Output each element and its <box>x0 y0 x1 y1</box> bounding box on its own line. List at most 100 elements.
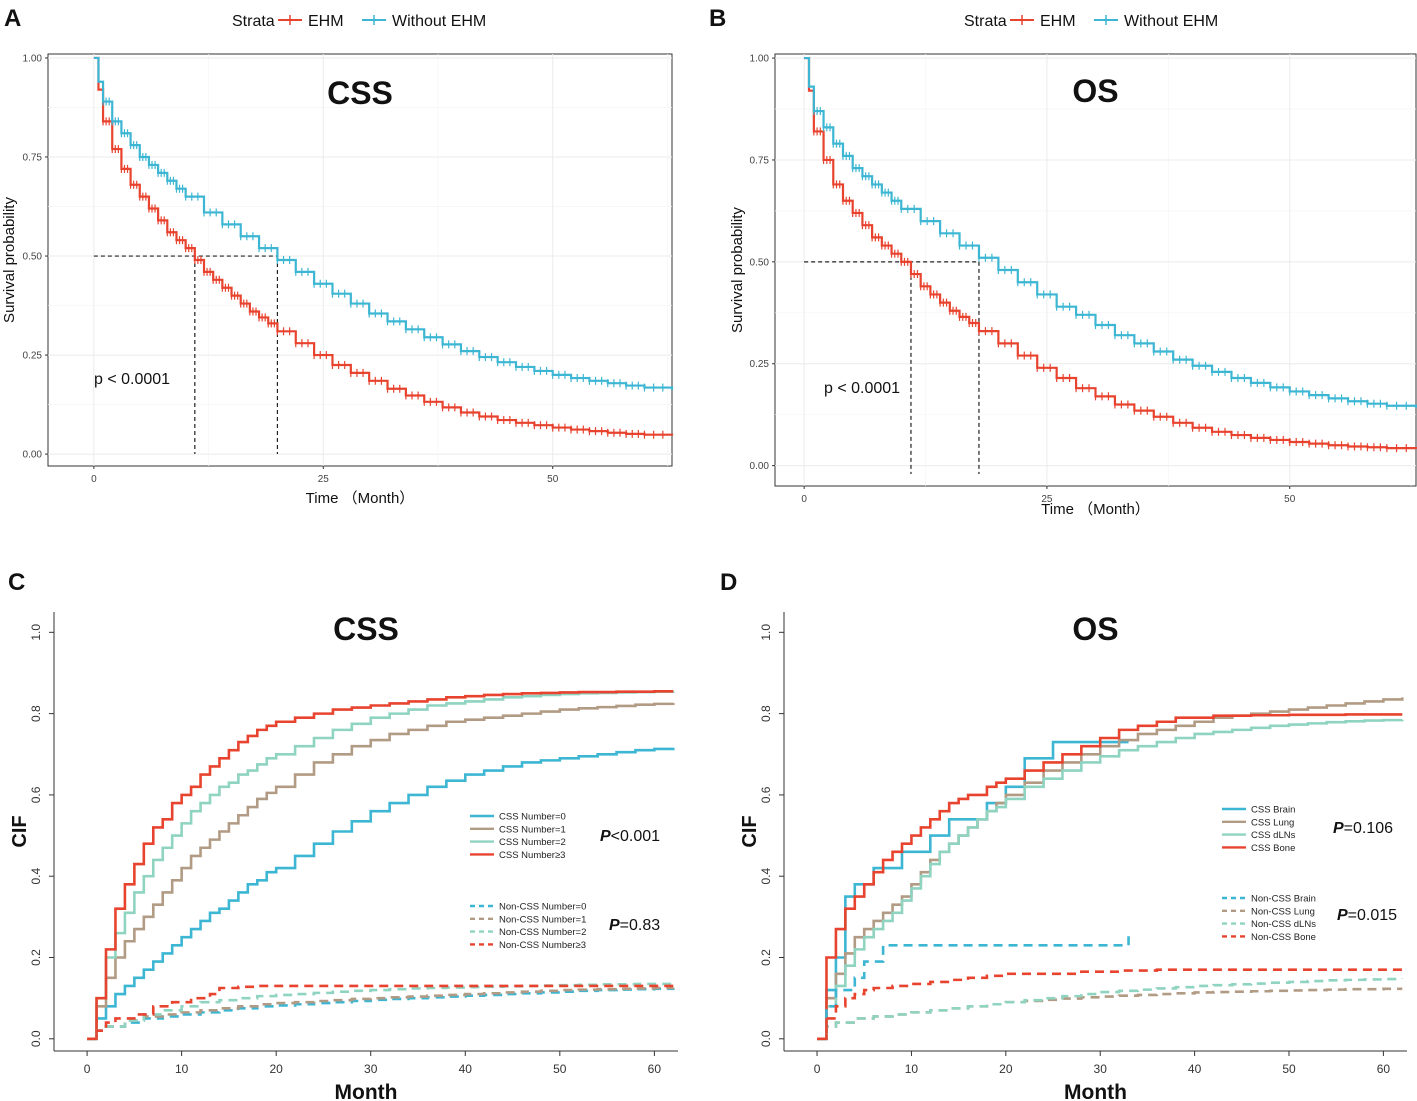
p-value-italic-p: P <box>609 917 620 934</box>
y-tick-label: 0.8 <box>759 705 773 722</box>
p-value-label: P=0.83 <box>609 917 660 934</box>
legend-label-non-css-number-0: Non-CSS Number=0 <box>499 902 586 913</box>
legend-label-css-brain: CSS Brain <box>1251 805 1295 816</box>
p-value-italic-p: P <box>1333 820 1344 837</box>
y-tick-label: 0.6 <box>759 786 773 803</box>
y-axis-label: Survival probability <box>729 207 746 333</box>
legend: Strata EHM Without EHM <box>232 13 486 30</box>
x-tick-label: 50 <box>1284 494 1296 505</box>
y-axis-label: Survival probability <box>1 197 18 323</box>
x-tick-label: 30 <box>1094 1062 1108 1076</box>
legend-label-non-css-numberge3: Non-CSS Number≥3 <box>499 940 586 951</box>
legend-label-non-css-number-2: Non-CSS Number=2 <box>499 927 586 938</box>
p-value-text: =0.83 <box>620 917 661 934</box>
x-tick-label: 0 <box>84 1062 91 1076</box>
x-tick-label: 20 <box>999 1062 1013 1076</box>
x-tick-label: 25 <box>1041 494 1053 505</box>
p-value-text: =0.015 <box>1348 907 1397 924</box>
legend-label-non-css-lung: Non-CSS Lung <box>1251 906 1315 917</box>
x-tick-label: 20 <box>270 1062 284 1076</box>
legend: Strata EHM Without EHM <box>964 13 1218 30</box>
censor-marks-ehm <box>102 117 664 439</box>
series-non-css-dlns <box>817 977 1404 1041</box>
y-axis-label: CIF <box>739 815 761 847</box>
legend-label-css-dlns: CSS dLNs <box>1251 830 1296 841</box>
y-tick-label: 0.0 <box>759 1030 773 1047</box>
y-tick-label: 0.00 <box>750 461 770 472</box>
y-tick-label: 1.00 <box>750 54 770 65</box>
x-tick-label: 50 <box>1282 1062 1296 1076</box>
x-tick-label: 40 <box>1188 1062 1202 1076</box>
panel-a: A 0.00 0.25 0.50 0.75 1.00 0 25 50 Time （Month） Su… <box>1 5 674 507</box>
p-value-label: p < 0.0001 <box>94 371 170 388</box>
y-tick-label: 0.00 <box>23 450 43 461</box>
legend-label-non-css-brain: Non-CSS Brain <box>1251 894 1316 905</box>
legend-label-ehm: EHM <box>308 13 344 30</box>
y-tick-label: 0.0 <box>29 1030 43 1047</box>
panel-letter-b: B <box>709 5 726 32</box>
censor-marks-without-ehm <box>813 107 1407 410</box>
panel-letter-c: C <box>8 569 25 596</box>
x-tick-label: 0 <box>91 474 97 485</box>
series-css-number-2 <box>87 690 675 1041</box>
y-tick-label: 0.4 <box>759 868 773 885</box>
legend-label-css-number-0: CSS Number=0 <box>499 812 566 823</box>
y-tick-label: 1.0 <box>29 624 43 641</box>
y-tick-label: 0.2 <box>29 949 43 966</box>
series-css-numberge3 <box>87 689 674 1041</box>
series-css-dlns <box>817 718 1404 1041</box>
series-css-lung <box>817 697 1404 1041</box>
x-tick-label: 30 <box>364 1062 378 1076</box>
x-tick-label: 25 <box>318 474 330 485</box>
series-non-css-bone <box>817 968 1403 1041</box>
y-tick-label: 0.4 <box>29 868 43 885</box>
chart-title: OS <box>1072 73 1118 109</box>
y-tick-label: 0.2 <box>759 949 773 966</box>
y-tick-label: 1.00 <box>23 53 43 64</box>
legend-title: Strata <box>964 13 1007 30</box>
y-tick-label: 0.50 <box>750 257 770 268</box>
legend-label-css-lung: CSS Lung <box>1251 817 1294 828</box>
y-tick-label: 0.25 <box>23 351 43 362</box>
y-tick-label: 0.75 <box>23 153 43 164</box>
y-tick-label: 0.6 <box>29 786 43 803</box>
series-non-css-number-1 <box>87 986 675 1041</box>
p-value-label: P<0.001 <box>600 828 660 845</box>
legend-label-ehm: EHM <box>1040 13 1076 30</box>
series-css-brain <box>817 740 1129 1041</box>
series-css-number-0 <box>87 747 675 1041</box>
panel-d: D 0.0 0.2 0.4 0.6 0.8 1.0 0 10 20 30 40 50 60 Month CIF… <box>720 569 1407 1101</box>
x-tick-label: 50 <box>547 474 559 485</box>
series-css-bone <box>817 713 1403 1041</box>
chart-title: CSS <box>333 611 399 647</box>
x-tick-label: 60 <box>1377 1062 1391 1076</box>
y-tick-label: 0.25 <box>750 359 770 370</box>
panel-b: B 0.00 0.25 0.50 0.75 1.00 0 25 50 Time （Month） Su… <box>709 5 1417 518</box>
series-css-number-1 <box>87 702 675 1041</box>
p-value-text: =0.106 <box>1344 820 1393 837</box>
p-value-italic-p: P <box>600 828 611 845</box>
legend-label-css-numberge3: CSS Number≥3 <box>499 850 565 861</box>
y-tick-label: 0.8 <box>29 705 43 722</box>
legend-label-without-ehm: Without EHM <box>392 13 486 30</box>
y-tick-label: 0.75 <box>750 155 770 166</box>
legend-label-css-number-1: CSS Number=1 <box>499 824 566 835</box>
x-tick-label: 50 <box>553 1062 567 1076</box>
x-tick-label: 60 <box>648 1062 662 1076</box>
y-tick-label: 0.50 <box>23 252 43 263</box>
panel-letter-a: A <box>4 5 21 32</box>
legend-label-css-bone: CSS Bone <box>1251 843 1295 854</box>
x-tick-label: 0 <box>801 494 807 505</box>
x-tick-label: 10 <box>905 1062 919 1076</box>
p-value-label: p < 0.0001 <box>824 380 900 397</box>
censor-marks-ehm <box>813 127 1407 453</box>
p-value-label: P=0.015 <box>1337 907 1397 924</box>
legend-label-non-css-number-1: Non-CSS Number=1 <box>499 914 586 925</box>
x-tick-label: 10 <box>175 1062 189 1076</box>
x-axis-label: Time （Month） <box>306 490 415 507</box>
legend-label-without-ehm: Without EHM <box>1124 13 1218 30</box>
legend-label-non-css-bone: Non-CSS Bone <box>1251 932 1316 943</box>
censor-marks-without-ehm <box>102 97 664 392</box>
y-axis-label: CIF <box>9 815 31 847</box>
